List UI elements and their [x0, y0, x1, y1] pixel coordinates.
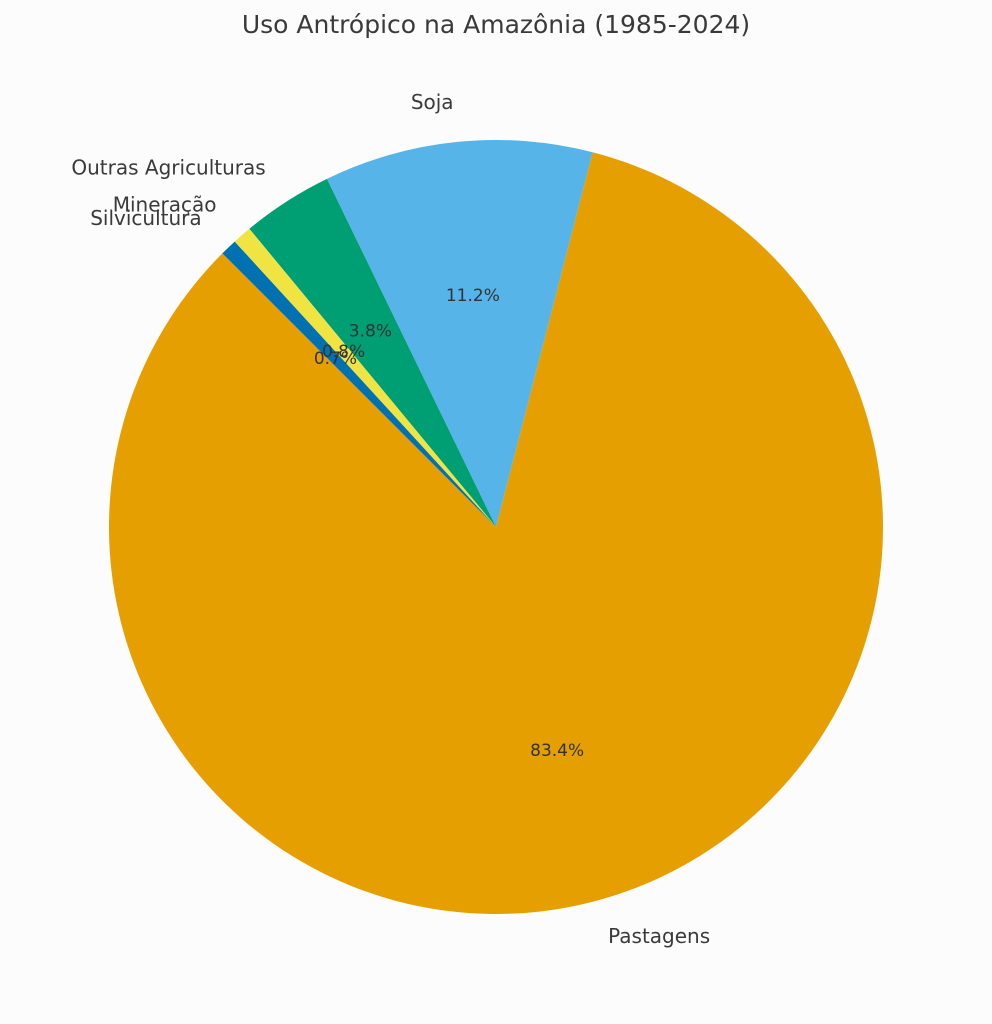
chart-title: Uso Antrópico na Amazônia (1985-2024) — [242, 10, 750, 39]
pie-labels: Pastagens 83.4% Soja 11.2% Outras Agricultur… — [71, 90, 710, 948]
pie-slice-pastagens — [108, 152, 883, 914]
category-label-mineracao: Mineração — [113, 192, 217, 216]
pie-slice-outras-agriculturas — [249, 178, 496, 528]
category-label-pastagens: Pastagens — [608, 924, 710, 948]
value-label-soja: 11.2% — [446, 286, 500, 306]
value-label-mineracao: 0.8% — [322, 342, 365, 362]
category-label-silvicultura: Silvicultura — [90, 206, 201, 230]
value-label-pastagens: 83.4% — [530, 741, 584, 761]
pie-slice-silvicultura — [222, 241, 496, 527]
pie-slice-mineracao — [234, 228, 497, 528]
pie-slices — [108, 139, 883, 914]
pie-slice-soja — [326, 139, 593, 527]
value-label-silvicultura: 0.7% — [314, 349, 357, 369]
value-label-outras-agriculturas: 3.8% — [349, 322, 392, 342]
category-label-outras-agriculturas: Outras Agriculturas — [71, 155, 265, 179]
category-label-soja: Soja — [411, 90, 454, 114]
